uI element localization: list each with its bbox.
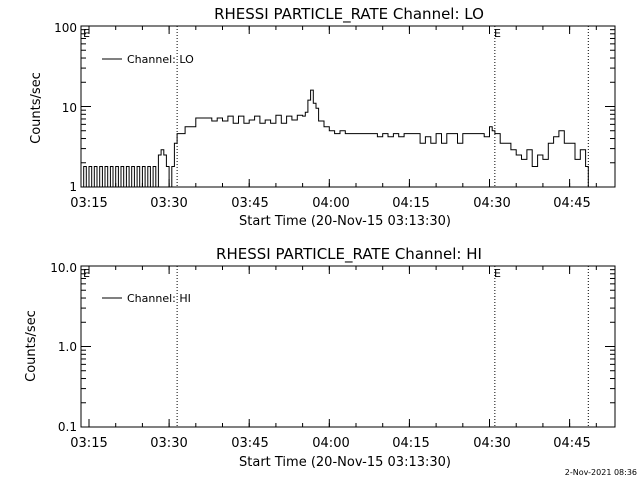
legend-label-hi: Channel: HI — [127, 292, 191, 305]
x-tick-label-hi-0315: 03:15 — [70, 436, 107, 451]
x-tick-label-hi-0415: 04:15 — [392, 436, 429, 451]
x-tick-label-lo-0400: 04:00 — [312, 196, 349, 211]
x-tick-label-hi-0400: 04:00 — [312, 436, 349, 451]
x-axis-label-hi: Start Time (20-Nov-15 03:13:30) — [239, 455, 451, 470]
x-tick-label-lo-0315: 03:15 — [70, 196, 107, 211]
footer-timestamp: 2-Nov-2021 08:36 — [565, 468, 637, 477]
y-tick-label-hi-1: 1.0 — [58, 340, 77, 354]
marker-label-hi-e: E — [494, 267, 501, 280]
y-axis-label-hi: Counts/sec — [24, 310, 39, 382]
x-axis-label-lo: Start Time (20-Nov-15 03:13:30) — [239, 214, 451, 229]
x-tick-label-hi-0430: 04:30 — [473, 436, 510, 451]
x-tick-label-hi-0330: 03:30 — [150, 436, 187, 451]
y-tick-label-lo-1: 1 — [69, 180, 77, 194]
y-axis-label-lo: Counts/sec — [29, 72, 44, 144]
x-tick-label-lo-0330: 03:30 — [150, 196, 187, 211]
panel-hi: RHESSI PARTICLE_RATE Channel: HI Counts/… — [24, 245, 616, 470]
legend-label-lo: Channel: LO — [127, 53, 194, 66]
x-tick-label-lo-0445: 04:45 — [553, 196, 590, 211]
x-tick-label-lo-0415: 04:15 — [392, 196, 429, 211]
x-tick-label-hi-0345: 03:45 — [231, 436, 268, 451]
x-tick-label-lo-0430: 04:30 — [473, 196, 510, 211]
plot-frame-hi — [80, 265, 616, 428]
edge-label-hi: E — [83, 267, 90, 280]
edge-label-lo: E — [83, 27, 90, 40]
panel-lo: RHESSI PARTICLE_RATE Channel: LO Counts/… — [29, 5, 616, 229]
chart-title-hi: RHESSI PARTICLE_RATE Channel: HI — [216, 245, 482, 264]
marker-label-lo-e: E — [494, 27, 501, 40]
dynamic-marks — [81, 26, 615, 428]
x-tick-label-hi-0445: 04:45 — [553, 436, 590, 451]
chart-title-lo: RHESSI PARTICLE_RATE Channel: LO — [214, 5, 484, 24]
series-line-lo-0 — [81, 89, 589, 188]
y-tick-label-hi-10: 10.0 — [50, 261, 77, 275]
y-tick-label-lo-100: 100 — [54, 21, 77, 35]
y-tick-label-hi-01: 0.1 — [58, 420, 77, 434]
x-tick-label-lo-0345: 03:45 — [231, 196, 268, 211]
plot-frame-lo — [80, 25, 616, 188]
y-tick-label-lo-10: 10 — [62, 101, 77, 115]
